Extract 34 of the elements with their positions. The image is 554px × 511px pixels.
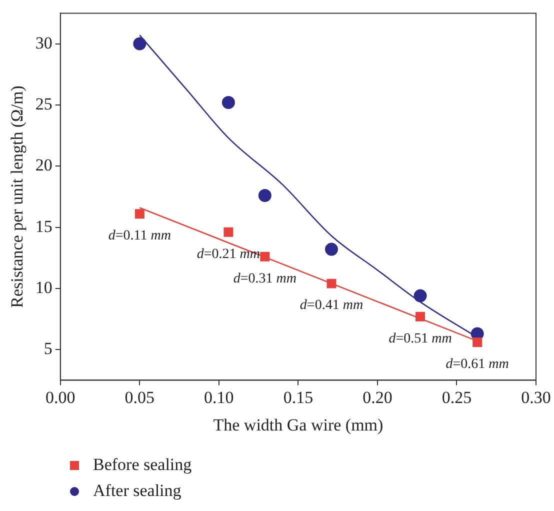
x-tick-label: 0.10: [204, 388, 234, 407]
point: [416, 312, 426, 322]
y-tick-label: 5: [44, 339, 52, 358]
point: [260, 252, 270, 262]
y-tick-label: 20: [35, 156, 52, 175]
annotation: d=0.51 mm: [388, 331, 452, 346]
x-axis-title: The width Ga wire (mm): [213, 415, 384, 434]
x-tick-label: 0.00: [46, 388, 76, 407]
y-tick-label: 30: [35, 33, 52, 52]
point: [224, 227, 234, 237]
x-tick-label: 0.25: [442, 388, 472, 407]
point: [133, 37, 146, 50]
point: [414, 289, 427, 302]
point: [134, 209, 144, 219]
y-axis-title: Resistance per unit length (Ω/m): [8, 86, 27, 308]
point: [326, 278, 336, 288]
x-tick-label: 0.30: [521, 388, 551, 407]
legend-label: After sealing: [93, 481, 182, 501]
annotation: d=0.11 mm: [108, 228, 171, 244]
annotation: d=0.21 mm: [196, 246, 260, 262]
legend-label: Before sealing: [93, 455, 192, 475]
y-tick-label: 15: [35, 216, 52, 236]
x-tick-label: 0.20: [362, 388, 392, 407]
y-tick-label: 25: [35, 94, 52, 114]
x-tick-label: 0.05: [124, 388, 155, 407]
y-tick-label: 10: [35, 278, 52, 297]
annotation: d=0.61 mm: [446, 356, 509, 372]
annotation: d=0.31 mm: [233, 271, 296, 286]
point: [472, 338, 482, 348]
point: [258, 188, 272, 202]
point: [222, 96, 235, 110]
point: [324, 242, 338, 256]
annotation: d=0.41 mm: [300, 298, 364, 314]
x-tick-label: 0.15: [283, 388, 314, 407]
